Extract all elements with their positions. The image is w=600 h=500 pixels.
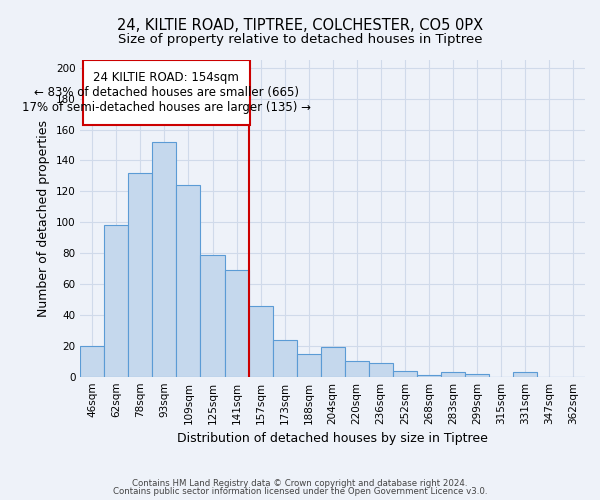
- Bar: [272, 340, 296, 376]
- Text: 24 KILTIE ROAD: 154sqm
← 83% of detached houses are smaller (665)
17% of semi-de: 24 KILTIE ROAD: 154sqm ← 83% of detached…: [22, 71, 311, 114]
- Bar: [224, 270, 248, 376]
- Bar: [104, 226, 128, 376]
- Bar: [393, 370, 417, 376]
- Bar: [296, 354, 320, 376]
- Bar: [465, 374, 489, 376]
- Bar: [128, 173, 152, 376]
- Bar: [83, 60, 250, 125]
- Bar: [248, 306, 272, 376]
- Text: Size of property relative to detached houses in Tiptree: Size of property relative to detached ho…: [118, 33, 482, 46]
- Text: 24, KILTIE ROAD, TIPTREE, COLCHESTER, CO5 0PX: 24, KILTIE ROAD, TIPTREE, COLCHESTER, CO…: [117, 18, 483, 32]
- Bar: [80, 346, 104, 376]
- Bar: [441, 372, 465, 376]
- Bar: [320, 348, 344, 376]
- X-axis label: Distribution of detached houses by size in Tiptree: Distribution of detached houses by size …: [177, 432, 488, 445]
- Text: Contains public sector information licensed under the Open Government Licence v3: Contains public sector information licen…: [113, 487, 487, 496]
- Bar: [344, 361, 369, 376]
- Bar: [369, 363, 393, 376]
- Bar: [152, 142, 176, 376]
- Text: Contains HM Land Registry data © Crown copyright and database right 2024.: Contains HM Land Registry data © Crown c…: [132, 478, 468, 488]
- Bar: [513, 372, 537, 376]
- Bar: [417, 375, 441, 376]
- Bar: [200, 254, 224, 376]
- Bar: [176, 185, 200, 376]
- Y-axis label: Number of detached properties: Number of detached properties: [37, 120, 50, 317]
